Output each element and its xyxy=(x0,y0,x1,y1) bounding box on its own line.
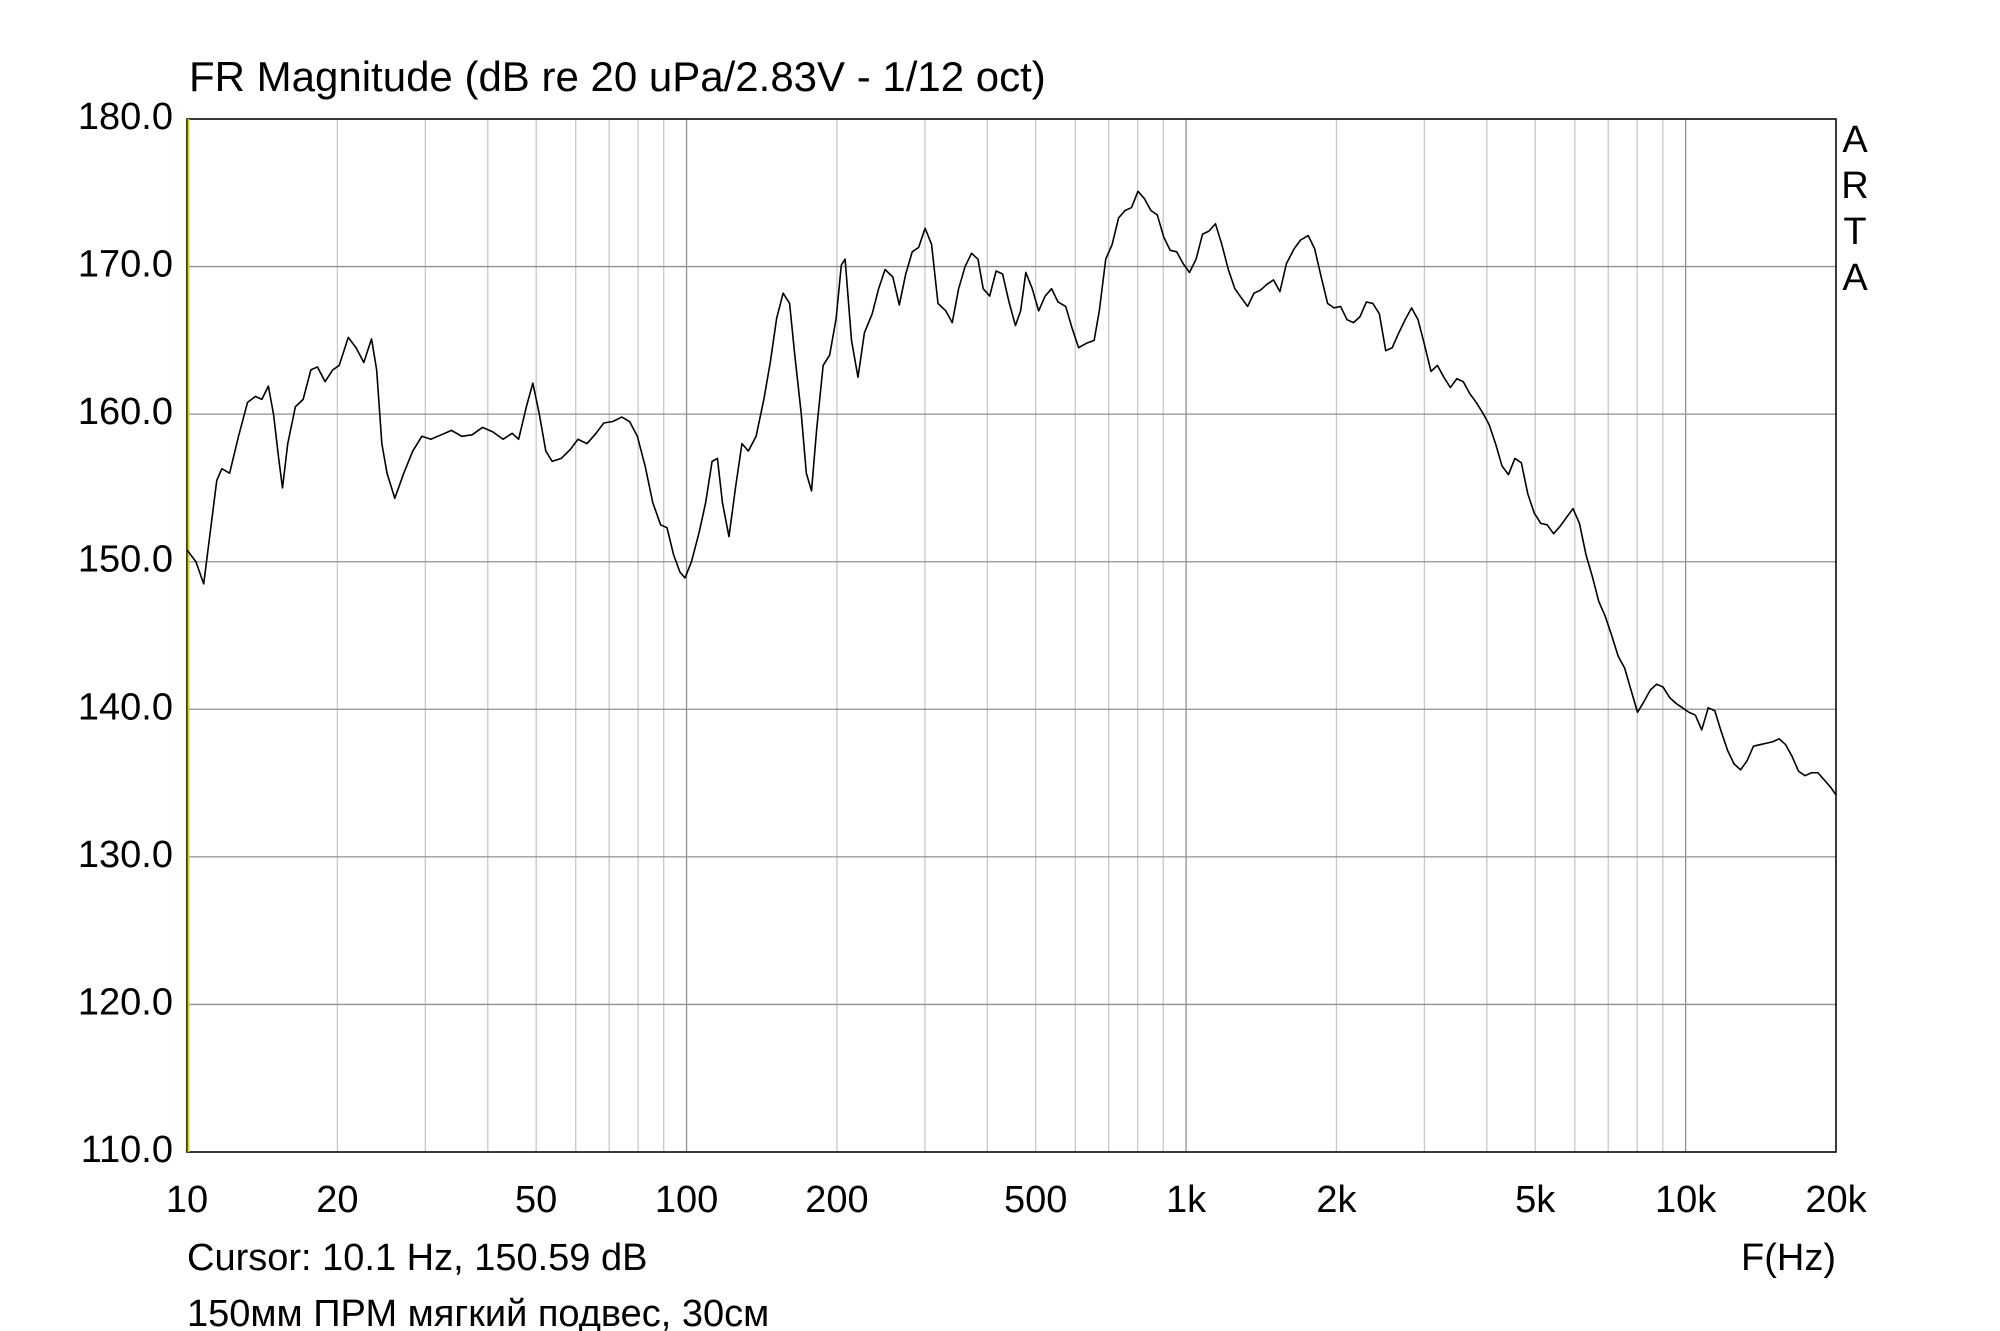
x-tick-label: 5k xyxy=(1515,1179,1556,1221)
y-tick-label: 160.0 xyxy=(78,391,173,433)
side-label-letter: A xyxy=(1842,257,1868,299)
side-label-letter: R xyxy=(1841,165,1868,207)
chart-title: FR Magnitude (dB re 20 uPa/2.83V - 1/12 … xyxy=(189,53,1046,100)
side-label-letter: T xyxy=(1843,211,1866,253)
x-tick-label: 20 xyxy=(316,1179,358,1221)
response-line xyxy=(186,190,1837,796)
x-tick-label: 1k xyxy=(1166,1179,1207,1221)
y-tick-label: 170.0 xyxy=(78,244,173,286)
plot-frame xyxy=(186,118,1837,1153)
x-tick-label: 10 xyxy=(166,1179,208,1221)
y-tick-label: 140.0 xyxy=(78,686,173,728)
x-tick-label: 200 xyxy=(805,1179,868,1221)
y-tick-label: 180.0 xyxy=(78,96,173,138)
y-tick-label: 110.0 xyxy=(81,1129,173,1171)
x-axis-label: F(Hz) xyxy=(1741,1237,1836,1279)
x-tick-label: 2k xyxy=(1316,1179,1357,1221)
note: 150мм ПРМ мягкий подвес, 30см xyxy=(187,1293,769,1331)
x-tick-label: 20k xyxy=(1805,1179,1867,1221)
side-label-letter: A xyxy=(1842,119,1868,161)
y-tick-label: 150.0 xyxy=(78,539,173,581)
x-tick-label: 500 xyxy=(1004,1179,1067,1221)
x-tick-label: 10k xyxy=(1655,1179,1717,1221)
x-tick-label: 50 xyxy=(515,1179,557,1221)
x-tick-label: 100 xyxy=(655,1179,718,1221)
y-tick-label: 120.0 xyxy=(78,981,173,1023)
cursor-readout: Cursor: 10.1 Hz, 150.59 dB xyxy=(187,1237,647,1279)
y-tick-label: 130.0 xyxy=(78,834,173,876)
